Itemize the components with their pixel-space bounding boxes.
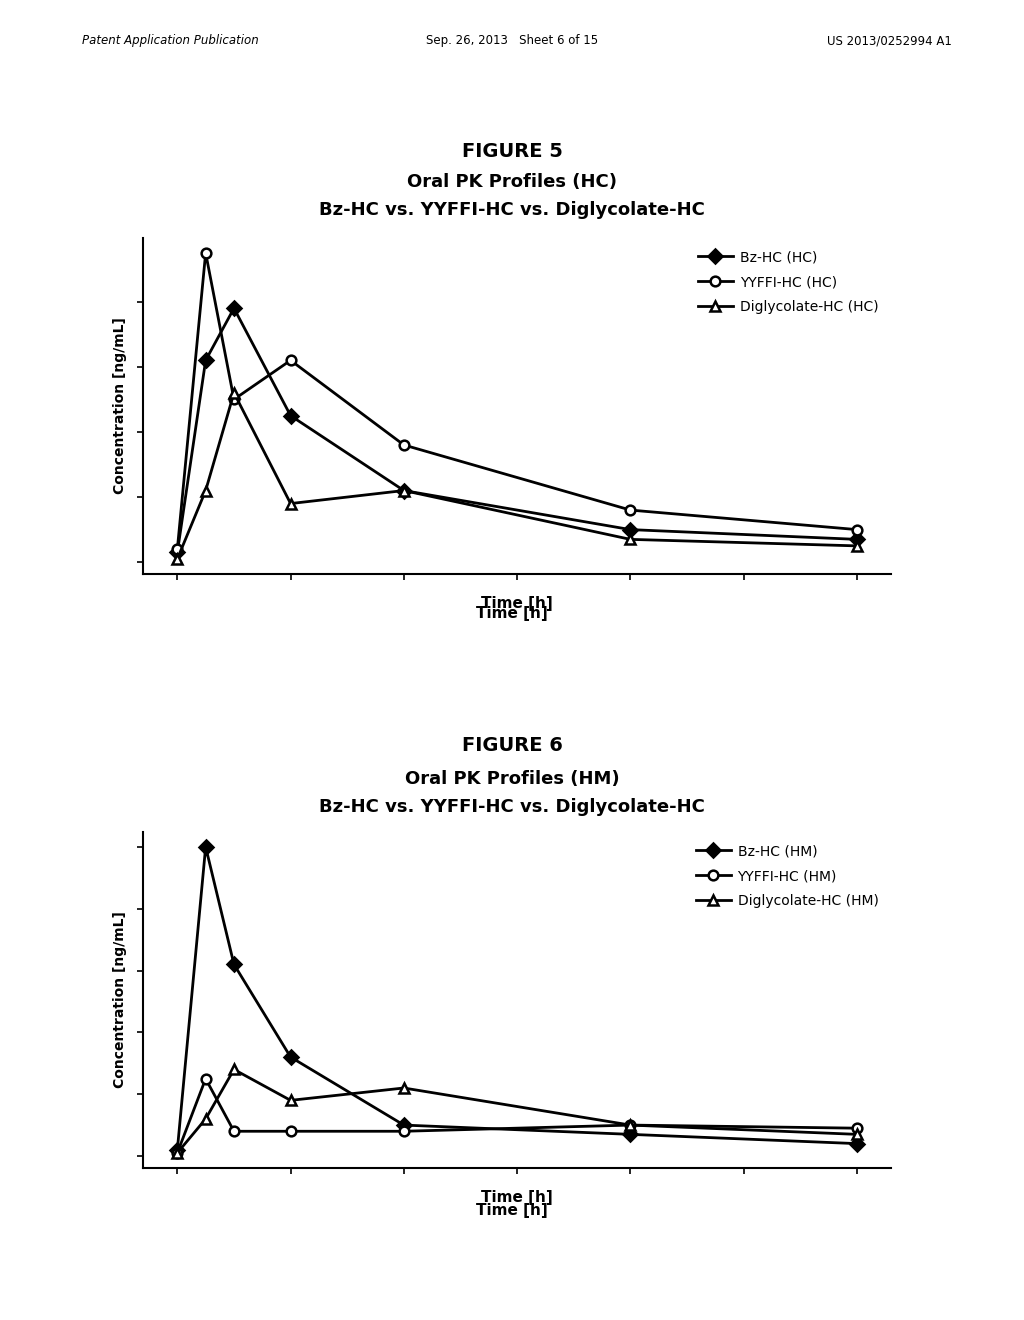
Text: Time [h]: Time [h] — [476, 1203, 548, 1218]
Legend: Bz-HC (HM), YYFFI-HC (HM), Diglycolate-HC (HM): Bz-HC (HM), YYFFI-HC (HM), Diglycolate-H… — [690, 838, 884, 913]
Bz-HC (HM) — [397, 1117, 410, 1133]
YYFFI-HC (HC) — [171, 541, 183, 557]
YYFFI-HC (HC) — [200, 246, 212, 261]
Diglycolate-HC (HM) — [625, 1117, 637, 1133]
Diglycolate-HC (HM) — [285, 1093, 297, 1109]
Diglycolate-HC (HC) — [227, 385, 240, 401]
Text: Time [h]: Time [h] — [476, 606, 548, 622]
Bz-HC (HM) — [285, 1049, 297, 1065]
X-axis label: Time [h]: Time [h] — [481, 1189, 553, 1205]
Bz-HC (HM) — [200, 840, 212, 855]
YYFFI-HC (HM) — [397, 1123, 410, 1139]
Diglycolate-HC (HM) — [851, 1126, 863, 1142]
X-axis label: Time [h]: Time [h] — [481, 595, 553, 611]
Bz-HC (HC) — [397, 483, 410, 499]
Diglycolate-HC (HC) — [851, 539, 863, 554]
Bz-HC (HC) — [285, 408, 297, 424]
Bz-HC (HM) — [851, 1135, 863, 1151]
Bz-HC (HM) — [227, 957, 240, 973]
Legend: Bz-HC (HC), YYFFI-HC (HC), Diglycolate-HC (HC): Bz-HC (HC), YYFFI-HC (HC), Diglycolate-H… — [692, 244, 884, 319]
YYFFI-HC (HM) — [285, 1123, 297, 1139]
Diglycolate-HC (HC) — [397, 483, 410, 499]
Text: US 2013/0252994 A1: US 2013/0252994 A1 — [827, 34, 952, 48]
YYFFI-HC (HM) — [227, 1123, 240, 1139]
Diglycolate-HC (HM) — [397, 1080, 410, 1096]
YYFFI-HC (HM) — [851, 1121, 863, 1137]
Text: FIGURE 6: FIGURE 6 — [462, 737, 562, 755]
Text: Bz-HC vs. YYFFI-HC vs. Diglycolate-HC: Bz-HC vs. YYFFI-HC vs. Diglycolate-HC — [319, 797, 705, 816]
Text: Bz-HC vs. YYFFI-HC vs. Diglycolate-HC: Bz-HC vs. YYFFI-HC vs. Diglycolate-HC — [319, 201, 705, 219]
Line: Diglycolate-HC (HC): Diglycolate-HC (HC) — [172, 388, 862, 564]
Line: Bz-HC (HM): Bz-HC (HM) — [172, 842, 862, 1155]
Diglycolate-HC (HC) — [625, 532, 637, 548]
Text: Patent Application Publication: Patent Application Publication — [82, 34, 259, 48]
YYFFI-HC (HC) — [851, 521, 863, 537]
Diglycolate-HC (HC) — [285, 495, 297, 511]
Diglycolate-HC (HC) — [171, 550, 183, 566]
Line: Bz-HC (HC): Bz-HC (HC) — [172, 304, 862, 557]
Line: Diglycolate-HC (HM): Diglycolate-HC (HM) — [172, 1065, 862, 1158]
Bz-HC (HC) — [625, 521, 637, 537]
Bz-HC (HM) — [171, 1142, 183, 1158]
Diglycolate-HC (HM) — [227, 1061, 240, 1077]
Y-axis label: Concentration [ng/mL]: Concentration [ng/mL] — [114, 318, 127, 494]
Text: FIGURE 5: FIGURE 5 — [462, 143, 562, 161]
Text: Sep. 26, 2013   Sheet 6 of 15: Sep. 26, 2013 Sheet 6 of 15 — [426, 34, 598, 48]
Diglycolate-HC (HM) — [171, 1144, 183, 1160]
YYFFI-HC (HM) — [200, 1071, 212, 1086]
Line: YYFFI-HC (HC): YYFFI-HC (HC) — [172, 248, 862, 554]
YYFFI-HC (HC) — [285, 352, 297, 368]
Bz-HC (HC) — [171, 544, 183, 560]
YYFFI-HC (HC) — [397, 437, 410, 453]
Bz-HC (HC) — [200, 352, 212, 368]
Y-axis label: Concentration [ng/mL]: Concentration [ng/mL] — [114, 912, 127, 1088]
YYFFI-HC (HC) — [625, 502, 637, 517]
YYFFI-HC (HC) — [227, 392, 240, 408]
Diglycolate-HC (HC) — [200, 483, 212, 499]
Diglycolate-HC (HM) — [200, 1111, 212, 1127]
YYFFI-HC (HM) — [625, 1117, 637, 1133]
YYFFI-HC (HM) — [171, 1144, 183, 1160]
Text: Oral PK Profiles (HC): Oral PK Profiles (HC) — [407, 173, 617, 191]
Line: YYFFI-HC (HM): YYFFI-HC (HM) — [172, 1074, 862, 1158]
Bz-HC (HC) — [851, 532, 863, 548]
Text: Oral PK Profiles (HM): Oral PK Profiles (HM) — [404, 770, 620, 788]
Bz-HC (HM) — [625, 1126, 637, 1142]
Bz-HC (HC) — [227, 301, 240, 317]
